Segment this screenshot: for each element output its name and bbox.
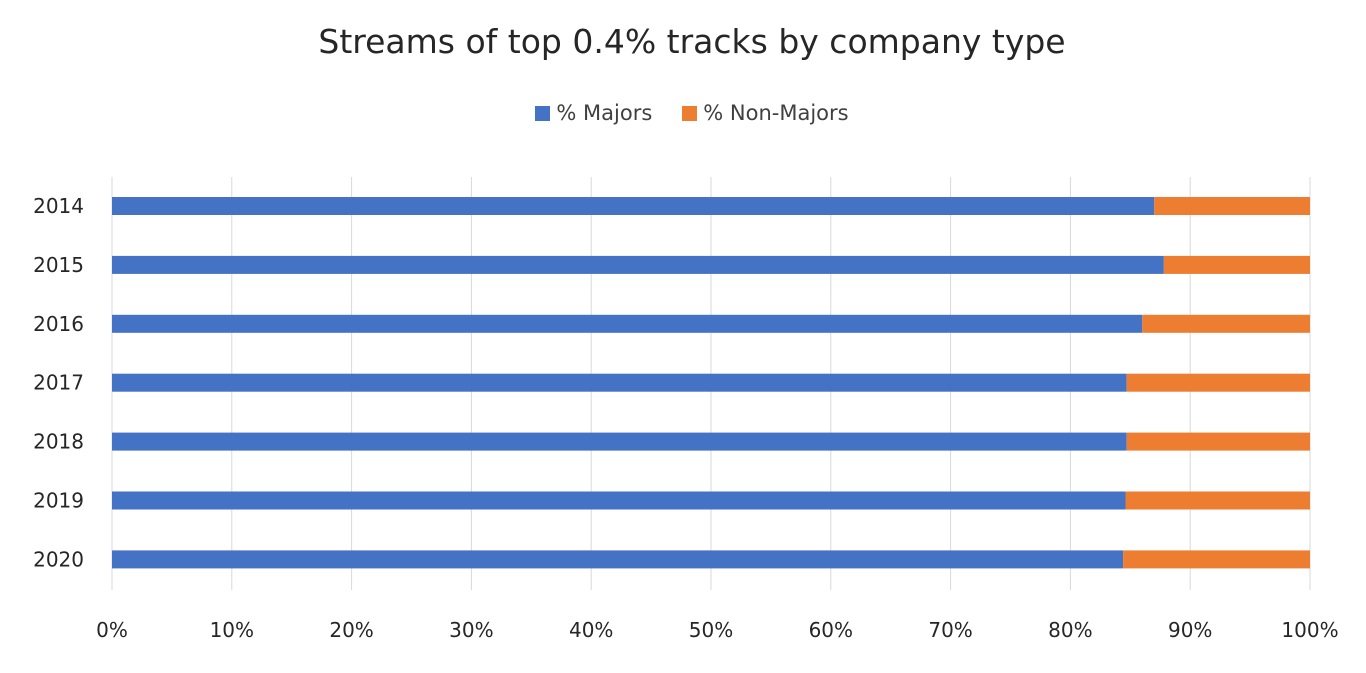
chart-title: Streams of top 0.4% tracks by company ty… xyxy=(318,22,1066,61)
bar-majors-2020 xyxy=(112,550,1124,569)
x-tick-label: 40% xyxy=(569,618,613,642)
legend-item-non-majors: % Non-Majors xyxy=(682,101,849,125)
legend: % Majors % Non-Majors xyxy=(0,101,1366,125)
y-tick-label: 2016 xyxy=(33,312,84,336)
legend-swatch-majors xyxy=(535,105,551,121)
x-tick-label: 30% xyxy=(449,618,493,642)
bar-majors-2017 xyxy=(112,373,1127,392)
bar-non-majors-2015 xyxy=(1163,255,1310,274)
bar-majors-2016 xyxy=(112,314,1143,333)
x-tick-label: 20% xyxy=(329,618,373,642)
x-tick-label: 100% xyxy=(1281,618,1338,642)
y-tick-label: 2017 xyxy=(33,371,84,395)
legend-label-majors: % Majors xyxy=(556,101,653,125)
y-tick-label: 2014 xyxy=(33,194,84,218)
x-tick-label: 70% xyxy=(928,618,972,642)
y-tick-label: 2015 xyxy=(33,253,84,277)
x-tick-label: 0% xyxy=(96,618,128,642)
x-tick-label: 60% xyxy=(809,618,853,642)
bar-non-majors-2018 xyxy=(1126,432,1310,451)
bar-non-majors-2019 xyxy=(1125,491,1310,510)
y-tick-label: 2019 xyxy=(33,489,84,513)
bar-non-majors-2020 xyxy=(1123,550,1310,569)
y-tick-label: 2018 xyxy=(33,430,84,454)
legend-item-majors: % Majors xyxy=(535,101,652,125)
legend-label-non-majors: % Non-Majors xyxy=(703,101,849,125)
x-tick-label: 80% xyxy=(1048,618,1092,642)
bar-non-majors-2017 xyxy=(1126,373,1310,392)
bar-majors-2014 xyxy=(112,197,1155,215)
x-tick-label: 50% xyxy=(689,618,733,642)
bar-non-majors-2016 xyxy=(1142,314,1310,333)
legend-swatch-non-majors xyxy=(682,105,698,121)
bar-non-majors-2014 xyxy=(1154,197,1310,215)
y-tick-label: 2020 xyxy=(33,547,84,571)
bar-majors-2018 xyxy=(112,432,1127,451)
x-tick-label: 10% xyxy=(210,618,254,642)
x-tick-label: 90% xyxy=(1168,618,1212,642)
bar-majors-2019 xyxy=(112,491,1126,510)
bar-majors-2015 xyxy=(112,255,1164,274)
